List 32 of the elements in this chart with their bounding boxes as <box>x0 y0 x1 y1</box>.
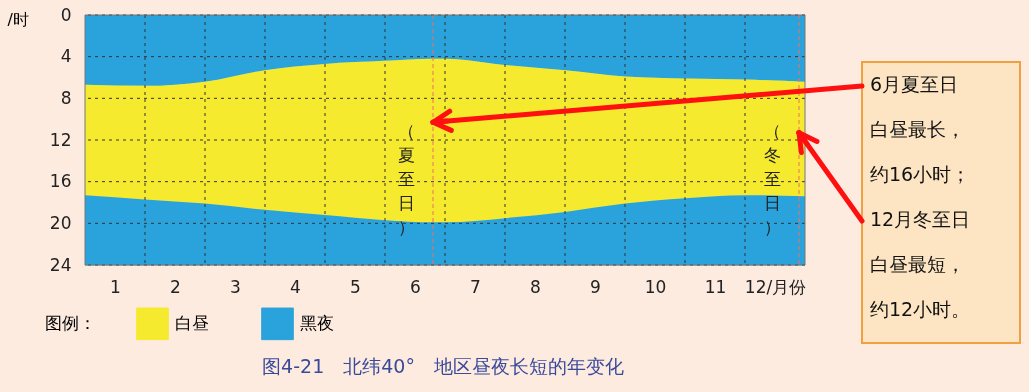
y-axis-title: /时 <box>7 9 29 29</box>
annotation: 6月夏至日 <box>870 73 959 95</box>
x-tick-label: 9 <box>590 276 601 297</box>
x-tick-label: 4 <box>290 276 301 297</box>
y-tick-label: 20 <box>49 212 72 233</box>
annotation: 12月冬至日 <box>870 208 971 230</box>
x-tick-label: 1 <box>110 276 121 297</box>
text: 白昼最短， <box>870 253 965 275</box>
text: 白昼最长， <box>870 118 965 140</box>
y-tick-label: 24 <box>49 254 72 275</box>
y-tick-label: 8 <box>60 87 72 108</box>
legend-label: 白昼 <box>175 312 209 333</box>
y-tick-label: 0 <box>60 4 72 25</box>
text: 约12小时。 <box>870 298 971 320</box>
legend-title: 图例： <box>45 313 96 333</box>
x-tick-label: 2 <box>170 276 181 297</box>
text: 约16小时； <box>870 163 971 185</box>
text: 图4-21 北纬40° 地区昼夜长短的年变化 <box>262 355 624 377</box>
y-tick-label: 16 <box>49 171 72 192</box>
ref-line-label: （夏至日） <box>398 121 415 237</box>
x-tick-label: 8 <box>530 276 541 297</box>
x-tick-label: 11 <box>704 276 727 297</box>
y-tick-label: 12 <box>49 129 72 150</box>
x-tick-label: 10 <box>644 276 667 297</box>
x-tick-label: 5 <box>350 276 361 297</box>
x-tick-label: 3 <box>230 276 241 297</box>
x-tick-label: 7 <box>470 276 481 297</box>
x-tick-label: 6 <box>410 276 421 297</box>
legend-label: 黑夜 <box>300 312 334 333</box>
x-tick-label: 12/月份 <box>744 276 807 297</box>
y-tick-label: 4 <box>60 46 72 67</box>
ref-line-label: （冬至日） <box>764 121 781 237</box>
